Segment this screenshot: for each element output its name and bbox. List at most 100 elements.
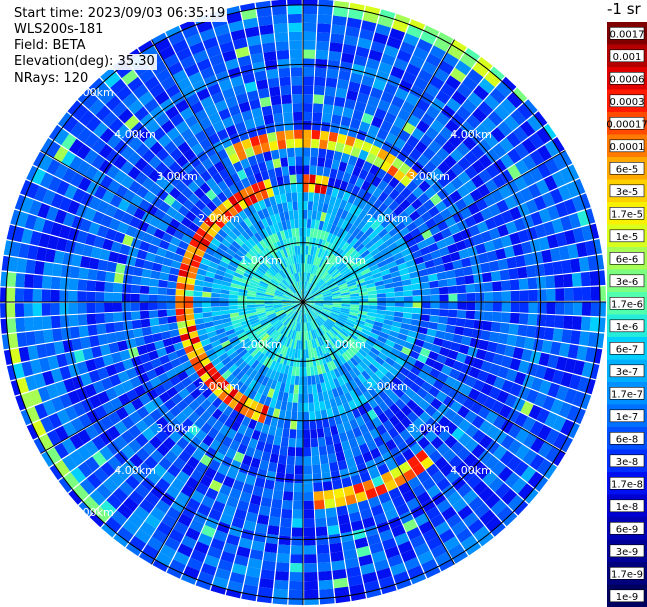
range-gate bbox=[132, 266, 143, 277]
range-gate bbox=[389, 124, 402, 137]
range-gate bbox=[235, 370, 245, 381]
range-gate bbox=[373, 394, 384, 405]
colorbar-label-box bbox=[609, 162, 645, 175]
range-gate bbox=[313, 491, 324, 501]
range-gate bbox=[306, 313, 310, 323]
range-gate bbox=[228, 244, 239, 254]
range-gate bbox=[457, 483, 472, 498]
range-gate bbox=[358, 246, 368, 255]
range-gate bbox=[241, 454, 253, 466]
range-gate bbox=[348, 81, 361, 93]
range-gate bbox=[251, 540, 265, 552]
range-gate bbox=[250, 457, 261, 469]
range-gate bbox=[50, 222, 63, 237]
range-gate bbox=[269, 234, 277, 244]
range-gate bbox=[504, 393, 518, 408]
range-gate bbox=[269, 329, 278, 338]
range-gate bbox=[347, 316, 357, 322]
range-gate bbox=[318, 326, 324, 336]
range-gate bbox=[413, 376, 426, 388]
range-gate bbox=[253, 371, 262, 382]
range-gate bbox=[306, 236, 310, 246]
range-gate bbox=[280, 400, 288, 411]
range-gate bbox=[405, 336, 416, 345]
range-gate bbox=[317, 248, 323, 258]
range-gate bbox=[412, 295, 422, 302]
range-gate bbox=[420, 314, 430, 322]
range-gate bbox=[469, 337, 481, 349]
range-gate bbox=[59, 366, 72, 380]
range-gate bbox=[15, 273, 26, 288]
range-gate bbox=[241, 243, 251, 253]
range-gate bbox=[326, 361, 334, 372]
range-gate bbox=[238, 384, 248, 395]
range-gate bbox=[212, 397, 223, 409]
range-gate bbox=[291, 297, 301, 301]
range-gate bbox=[277, 312, 286, 319]
range-gate bbox=[517, 266, 528, 279]
range-gate bbox=[358, 394, 368, 405]
range-gate bbox=[237, 331, 247, 340]
range-gate bbox=[311, 288, 320, 295]
range-gate bbox=[255, 153, 265, 164]
range-gate bbox=[424, 173, 438, 187]
range-ring-label: 2.00km bbox=[198, 212, 240, 225]
range-gate bbox=[384, 508, 399, 521]
range-gate bbox=[378, 401, 389, 413]
range-gate bbox=[572, 195, 586, 212]
range-gate bbox=[78, 413, 92, 429]
range-gate bbox=[121, 416, 135, 430]
range-gate bbox=[430, 436, 444, 450]
range-gate bbox=[290, 311, 297, 320]
range-gate bbox=[599, 286, 606, 301]
range-gate bbox=[464, 410, 478, 424]
range-gate bbox=[346, 566, 362, 578]
range-gate bbox=[282, 304, 292, 308]
range-gate bbox=[395, 221, 406, 232]
range-gate bbox=[241, 230, 251, 241]
range-gate bbox=[184, 296, 194, 302]
range-gate bbox=[167, 61, 184, 76]
range-gate bbox=[276, 49, 290, 60]
range-gate bbox=[495, 343, 507, 355]
azimuth-line bbox=[302, 301, 566, 454]
range-gate bbox=[245, 408, 255, 419]
range-gate bbox=[414, 513, 430, 527]
range-gate bbox=[513, 126, 529, 143]
range-gate bbox=[363, 342, 373, 351]
range-gate bbox=[280, 315, 288, 322]
range-gate bbox=[351, 343, 361, 352]
range-gate bbox=[254, 172, 263, 183]
range-gate bbox=[497, 258, 509, 270]
range-gate bbox=[204, 321, 214, 329]
range-gate bbox=[303, 165, 310, 175]
range-gate bbox=[406, 135, 420, 148]
range-gate bbox=[345, 163, 355, 175]
range-gate bbox=[105, 387, 118, 401]
range-gate bbox=[165, 485, 180, 499]
range-gate bbox=[144, 75, 160, 91]
range-gate bbox=[260, 496, 272, 508]
range-gate bbox=[274, 121, 285, 132]
range-ring-label: 3.00km bbox=[408, 422, 450, 435]
range-gate bbox=[296, 272, 300, 282]
range-gate bbox=[483, 240, 495, 252]
range-gate bbox=[273, 299, 283, 301]
range-gate bbox=[357, 499, 370, 512]
range-gate bbox=[301, 290, 303, 300]
range-gate bbox=[589, 270, 600, 286]
range-gate bbox=[288, 438, 296, 448]
range-gate bbox=[331, 270, 340, 278]
range-gate bbox=[314, 374, 321, 385]
range-gate bbox=[368, 363, 379, 374]
range-gate bbox=[289, 580, 303, 591]
range-gate bbox=[239, 373, 249, 384]
range-gate bbox=[340, 412, 349, 424]
range-gate bbox=[282, 103, 293, 113]
range-gate bbox=[313, 293, 323, 298]
range-gate bbox=[303, 304, 305, 314]
range-gate bbox=[274, 251, 282, 261]
range-gate bbox=[362, 516, 376, 529]
range-gate bbox=[127, 166, 141, 180]
range-gate bbox=[228, 20, 244, 33]
